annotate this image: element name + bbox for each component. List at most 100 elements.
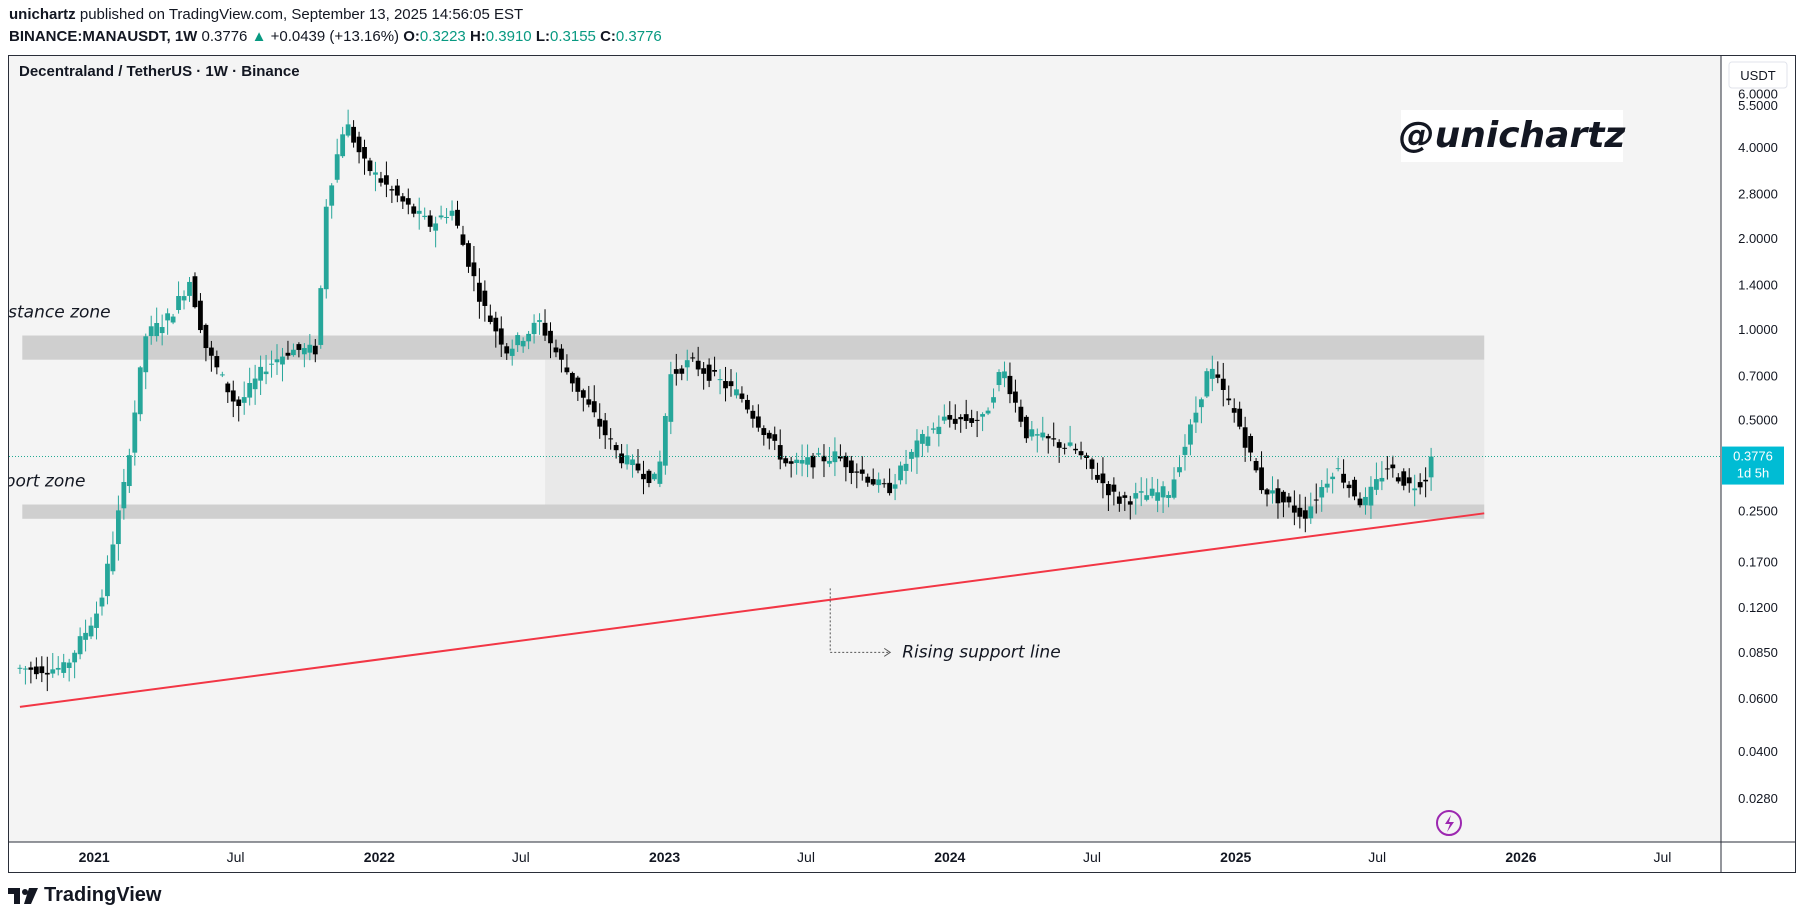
candle (613, 442, 619, 459)
candle (952, 404, 958, 430)
candle (531, 314, 537, 344)
candle (892, 473, 898, 501)
candle (471, 245, 477, 292)
candle (1127, 495, 1133, 520)
candle (143, 333, 149, 390)
candle (608, 428, 614, 450)
candle (750, 405, 756, 428)
candle (1259, 451, 1264, 494)
candle (903, 449, 909, 485)
candle (575, 375, 581, 401)
x-tick-label: Jul (1083, 849, 1101, 865)
candle (985, 407, 991, 416)
candle (991, 388, 996, 409)
rising-support-line[interactable] (19, 512, 1485, 708)
candle (657, 450, 663, 488)
symbol-label: BINANCE:MANAUSDT, 1W (9, 28, 198, 45)
candle (1291, 490, 1297, 526)
high-value: 0.3910 (485, 28, 532, 45)
chart-frame[interactable]: Resistance zone Support zone Rising suppor… (8, 55, 1796, 873)
candle (1412, 474, 1418, 507)
candle (941, 404, 947, 425)
lightning-icon[interactable] (1436, 810, 1462, 836)
candle (695, 346, 701, 377)
published-text: published on TradingView.com, September … (79, 6, 524, 23)
candle (110, 531, 116, 575)
watermark-box (1401, 110, 1623, 162)
candle (88, 617, 94, 640)
candle (389, 185, 395, 203)
candle (241, 381, 247, 415)
candle (482, 280, 488, 322)
author-name[interactable]: unichartz (9, 6, 76, 23)
candle (854, 463, 860, 489)
candle (1144, 478, 1150, 502)
candle (263, 354, 269, 385)
y-tick-label: 6.0000 (1738, 87, 1778, 102)
x-tick-label: 2022 (364, 849, 395, 865)
candle (1357, 492, 1363, 508)
y-tick-label: 2.8000 (1738, 187, 1778, 202)
candle (72, 650, 78, 679)
open-label: O: (403, 28, 420, 45)
candle (1138, 477, 1144, 507)
candle (422, 207, 428, 220)
y-tick-label: 0.2500 (1738, 504, 1778, 519)
candle (1401, 468, 1407, 491)
candle (115, 495, 121, 561)
candle (61, 653, 67, 678)
tradingview-brand: TradingView (44, 884, 162, 906)
y-tick-label: 0.0400 (1738, 744, 1778, 759)
candle (1395, 473, 1401, 484)
currency-button[interactable] (1728, 61, 1788, 89)
candle (323, 199, 329, 299)
candle (734, 372, 739, 399)
candle (1335, 457, 1341, 472)
chart-title: Decentraland / TetherUS · 1W · Binance (19, 63, 300, 80)
candle (553, 339, 559, 358)
candle (318, 285, 324, 349)
candle (630, 454, 635, 478)
price-chart[interactable]: Resistance zone Support zone Rising suppor… (9, 56, 1795, 872)
tradingview-logo[interactable]: TradingView (8, 884, 161, 907)
y-tick-label: 4.0000 (1738, 140, 1778, 155)
candle (1023, 415, 1029, 443)
candle (843, 452, 849, 482)
candle (394, 178, 400, 203)
candle (1379, 461, 1385, 491)
candle (1182, 434, 1188, 471)
candle (668, 361, 674, 435)
candle (652, 472, 657, 481)
candle (345, 109, 351, 138)
candle (1231, 398, 1237, 423)
candle (1270, 476, 1275, 504)
candle (1122, 491, 1128, 512)
candle (203, 323, 209, 362)
candle (1330, 472, 1336, 494)
candle (641, 460, 646, 495)
candle (384, 161, 389, 198)
resistance-zone-band[interactable] (22, 335, 1485, 360)
candle (39, 656, 45, 683)
candle (635, 449, 641, 474)
candle (1237, 401, 1243, 430)
candle (1384, 456, 1390, 480)
candle (362, 139, 367, 175)
candle (706, 358, 712, 388)
candle (1248, 433, 1254, 462)
candle (914, 429, 920, 474)
candle (717, 369, 723, 395)
candle (1116, 491, 1122, 512)
candle (1056, 439, 1062, 463)
candle (947, 401, 953, 428)
candle (214, 350, 220, 375)
support-zone-band[interactable] (22, 504, 1485, 519)
y-tick-label: 0.0280 (1738, 791, 1778, 806)
candle (296, 342, 302, 358)
candle (876, 472, 882, 493)
candle (1352, 476, 1357, 501)
candle (662, 413, 668, 475)
candle (799, 444, 805, 477)
candle (1215, 361, 1221, 384)
change-value: +0.0439 (+13.16%) (270, 28, 400, 45)
